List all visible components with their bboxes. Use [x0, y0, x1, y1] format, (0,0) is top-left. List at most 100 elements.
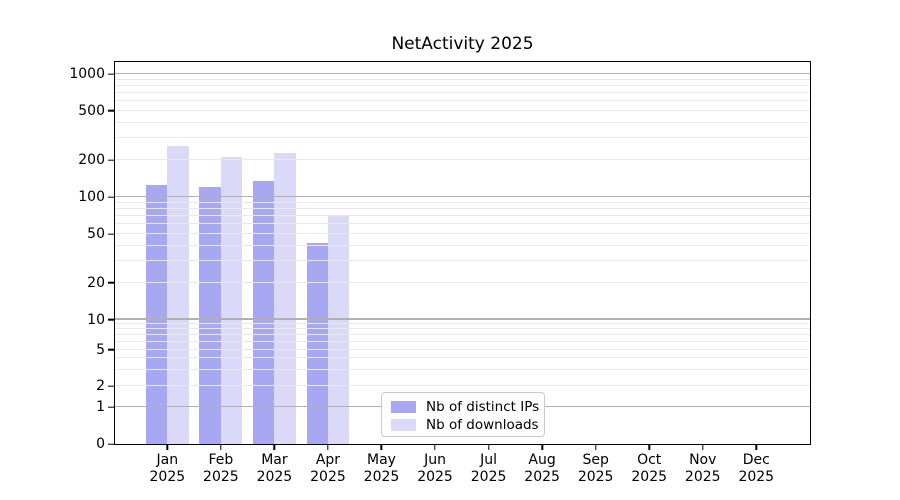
y-tick-mark [108, 318, 114, 321]
month-label: Aug [528, 452, 556, 468]
gridline-minor [115, 357, 810, 359]
year-label: 2025 [738, 468, 775, 485]
year-label: 2025 [631, 468, 668, 485]
x-tick-label-jun: Jun 2025 [417, 452, 453, 485]
gridline-minor [115, 348, 810, 350]
legend-item: Nb of downloads [391, 416, 544, 434]
x-tick-label-aug: Aug 2025 [524, 452, 560, 485]
x-tick-mark [594, 445, 597, 450]
gridline-minor [115, 334, 810, 336]
gridline-minor [115, 137, 810, 139]
x-tick-mark [541, 445, 543, 450]
year-label: 2025 [310, 468, 346, 485]
x-tick-mark [220, 445, 222, 450]
gridline-minor [115, 158, 810, 160]
bar-jan-distinct-ips [145, 185, 168, 444]
y-tick-label: 50 [87, 226, 105, 243]
year-label: 2025 [470, 468, 507, 485]
gridline-minor [115, 281, 810, 283]
x-tick-label-oct: Oct 2025 [631, 452, 667, 485]
bar-mar-distinct-ips [252, 181, 275, 444]
x-tick-mark [755, 445, 757, 450]
chart-title: NetActivity 2025 [391, 34, 534, 54]
y-tick-label: 0 [96, 436, 105, 452]
y-tick-mark [108, 159, 114, 161]
y-tick-mark [108, 73, 114, 75]
year-label: 2025 [577, 468, 614, 485]
month-label: Apr [315, 452, 341, 468]
month-label: Oct [637, 452, 662, 468]
bar-feb-distinct-ips [199, 186, 221, 444]
gridline-minor [115, 323, 810, 325]
gridline-minor [115, 328, 810, 330]
month-label: Sep [582, 452, 609, 468]
gridline-minor [115, 84, 810, 86]
gridline-minor [115, 244, 810, 246]
x-tick-label-may: May 2025 [364, 452, 400, 485]
y-tick-mark [108, 443, 114, 445]
x-tick-label-apr: Apr 2025 [310, 452, 346, 485]
legend: Nb of distinct IPs Nb of downloads [381, 392, 545, 437]
month-label: Feb [208, 452, 234, 468]
gridline-minor [115, 385, 810, 387]
month-label: Jun [424, 452, 446, 468]
y-tick-mark [108, 233, 114, 235]
bar-apr-distinct-ips [306, 243, 328, 444]
y-tick-mark [108, 406, 114, 408]
bar-feb-downloads [220, 156, 243, 444]
y-tick-label: 200 [78, 151, 105, 168]
x-tick-label-sep: Sep 2025 [578, 452, 614, 485]
x-tick-mark [273, 445, 276, 450]
legend-label: Nb of distinct IPs [426, 399, 540, 415]
year-label: 2025 [203, 468, 239, 485]
x-tick-mark [327, 445, 329, 450]
year-label: 2025 [363, 468, 400, 485]
x-tick-mark [166, 445, 169, 450]
x-tick-mark [487, 445, 490, 450]
x-tick-label-mar: Mar 2025 [257, 452, 293, 485]
gridline-minor [115, 121, 810, 123]
y-tick-label: 1000 [69, 65, 105, 82]
gridline-major [115, 318, 810, 320]
x-tick-label-feb: Feb 2025 [203, 452, 239, 485]
year-label: 2025 [684, 468, 721, 485]
gridline-minor [115, 109, 810, 111]
y-tick-label: 10 [87, 311, 105, 328]
x-tick-label-dec: Dec 2025 [738, 452, 774, 485]
month-label: Jan [156, 452, 179, 468]
y-tick-mark [108, 110, 114, 112]
y-tick-label: 1 [96, 399, 105, 416]
y-tick-label: 500 [78, 102, 105, 119]
plot-area: 0 1 2 5 10 20 50 100 200 500 1000 Jan 2025 Feb 2025 Mar… [69, 61, 811, 485]
x-tick-label-jul: Jul 2025 [471, 452, 507, 485]
gridline-minor [115, 223, 810, 225]
x-tick-mark [702, 445, 704, 450]
year-label: 2025 [524, 468, 560, 485]
y-tick-label: 2 [96, 378, 105, 395]
gridline-minor [115, 201, 810, 203]
x-tick-label-nov: Nov 2025 [685, 452, 721, 485]
gridline-minor [115, 369, 810, 371]
legend-item: Nb of distinct IPs [391, 398, 544, 416]
y-tick-label: 20 [87, 274, 105, 291]
year-label: 2025 [417, 468, 453, 485]
legend-swatch [391, 401, 416, 413]
legend-swatch [391, 419, 416, 431]
month-label: Nov [689, 452, 717, 468]
year-label: 2025 [256, 468, 293, 485]
gridline-minor [115, 78, 810, 80]
y-tick-mark [108, 385, 114, 388]
month-label: May [367, 452, 396, 468]
y-tick-mark [108, 282, 114, 284]
gridline-minor [115, 100, 810, 102]
gridline-minor [115, 91, 810, 93]
gridline-major [115, 72, 810, 74]
month-label: Jul [480, 452, 498, 468]
year-label: 2025 [149, 468, 186, 485]
bar-mar-downloads [274, 153, 296, 444]
bar-apr-downloads [327, 214, 350, 444]
y-tick-mark [108, 348, 114, 351]
month-label: Dec [742, 452, 770, 468]
gridline-minor [115, 233, 810, 235]
